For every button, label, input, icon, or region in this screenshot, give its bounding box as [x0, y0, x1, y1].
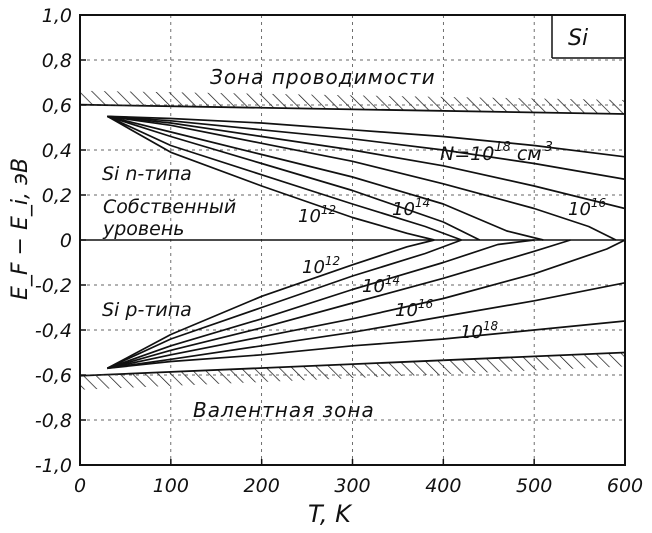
- y-tick-label: -1,0: [35, 455, 72, 477]
- n-type-label: Si n-типа: [102, 163, 192, 185]
- y-tick-label: 0,8: [42, 50, 72, 72]
- concentration-unit: см: [517, 143, 542, 165]
- x-tick-label: 100: [153, 475, 189, 497]
- concentration-exp: 18: [494, 140, 511, 155]
- x-tick-label: 500: [516, 475, 552, 497]
- y-tick-label: 0,6: [42, 95, 72, 117]
- concentration-label: N=1018 см 3: [440, 140, 553, 165]
- intrinsic-label-line1: Собственный: [103, 196, 236, 218]
- y-tick-labels: 1,0 0,8 0,6 0,4 0,2 0 -0,2 -0,4 -0,6 -0,8 -1,0: [35, 5, 72, 477]
- y-axis-label: E_F − E_i, эВ: [8, 158, 33, 300]
- y-tick-label: -0,2: [35, 275, 72, 297]
- n-curve-label-1e16: 1016: [568, 196, 607, 220]
- x-tick-label: 0: [74, 475, 86, 497]
- p-curve-label-1e12: 1012: [302, 254, 340, 278]
- y-tick-label: 1,0: [42, 5, 72, 27]
- y-tick-label: 0,4: [42, 140, 72, 162]
- conduction-band-label: Зона проводимости: [210, 65, 436, 89]
- concentration-prefix: N=10: [440, 143, 494, 165]
- y-tick-label: 0,2: [42, 185, 72, 207]
- x-tick-label: 300: [334, 475, 370, 497]
- valence-band-label: Валентная зона: [193, 398, 375, 422]
- p-type-label: Si p-типа: [102, 299, 192, 321]
- concentration-unit-exp: 3: [545, 140, 553, 155]
- intrinsic-label-line2: уровень: [102, 218, 184, 240]
- x-tick-label: 200: [244, 475, 280, 497]
- n-curve-label-1e12: 1012: [298, 203, 336, 227]
- n-curve-label-1e14: 1014: [392, 196, 430, 220]
- x-tick-labels: 0 100 200 300 400 500 600: [74, 475, 643, 497]
- p-curve-label-1e14: 1014: [362, 273, 400, 297]
- x-tick-label: 600: [607, 475, 643, 497]
- y-tick-label: -0,6: [35, 365, 72, 387]
- y-tick-label: -0,8: [35, 410, 72, 432]
- y-tick-label: -0,4: [35, 320, 72, 342]
- x-tick-label: 400: [425, 475, 461, 497]
- x-axis-label: T, K: [308, 500, 353, 528]
- p-curve-label-1e16: 1016: [395, 297, 434, 321]
- y-tick-label: 0: [60, 230, 72, 252]
- material-label: Si: [568, 26, 588, 51]
- p-curve-label-1e18: 1018: [460, 319, 499, 343]
